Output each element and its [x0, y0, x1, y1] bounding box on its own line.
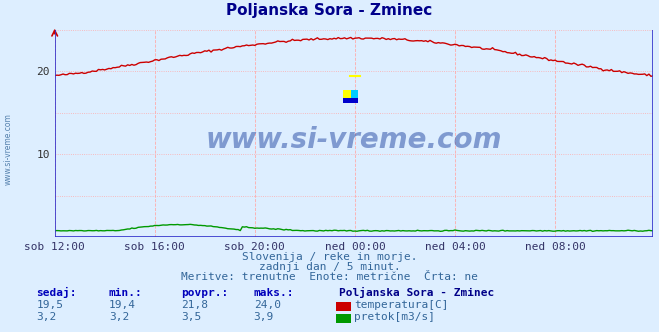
Text: Poljanska Sora - Zminec: Poljanska Sora - Zminec — [227, 3, 432, 18]
Text: sedaj:: sedaj: — [36, 287, 76, 298]
Text: www.si-vreme.com: www.si-vreme.com — [3, 114, 13, 185]
Text: pretok[m3/s]: pretok[m3/s] — [354, 312, 435, 322]
Bar — [343, 90, 351, 98]
Text: 3,5: 3,5 — [181, 312, 202, 322]
Text: Meritve: trenutne  Enote: metrične  Črta: ne: Meritve: trenutne Enote: metrične Črta: … — [181, 272, 478, 282]
Text: 3,2: 3,2 — [36, 312, 57, 322]
Text: zadnji dan / 5 minut.: zadnji dan / 5 minut. — [258, 262, 401, 272]
Text: Slovenija / reke in morje.: Slovenija / reke in morje. — [242, 252, 417, 262]
Text: maks.:: maks.: — [254, 288, 294, 298]
Bar — [343, 98, 358, 103]
Bar — [351, 90, 358, 98]
Text: www.si-vreme.com: www.si-vreme.com — [206, 126, 502, 154]
Text: temperatura[C]: temperatura[C] — [354, 300, 448, 310]
Text: Poljanska Sora - Zminec: Poljanska Sora - Zminec — [339, 287, 495, 298]
Text: povpr.:: povpr.: — [181, 288, 229, 298]
Text: min.:: min.: — [109, 288, 142, 298]
Text: 19,4: 19,4 — [109, 300, 136, 310]
Text: 3,2: 3,2 — [109, 312, 129, 322]
Text: 19,5: 19,5 — [36, 300, 63, 310]
Text: 21,8: 21,8 — [181, 300, 208, 310]
Text: 3,9: 3,9 — [254, 312, 274, 322]
Text: 24,0: 24,0 — [254, 300, 281, 310]
